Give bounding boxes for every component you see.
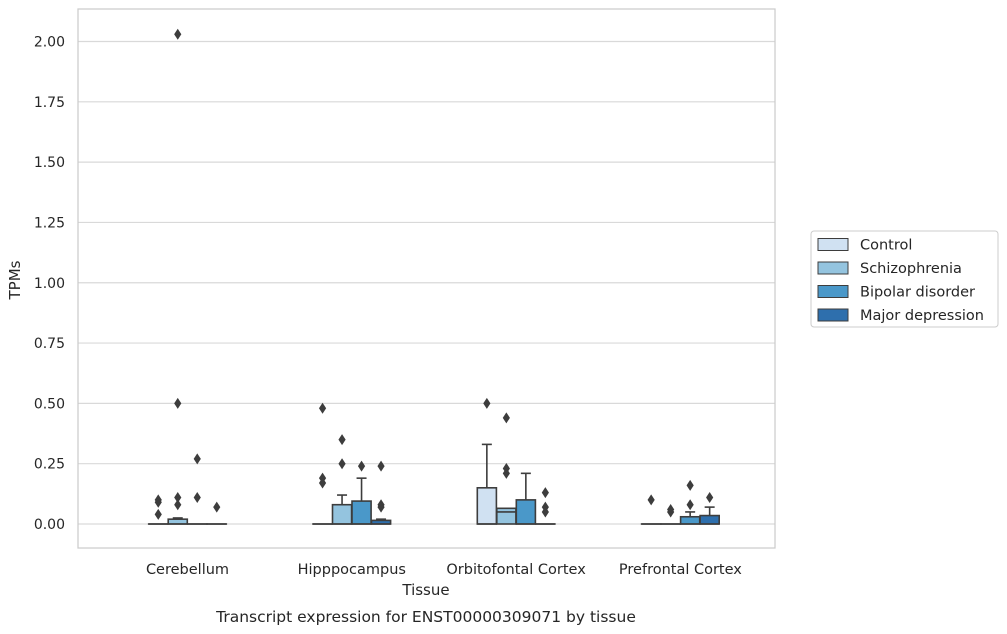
- outlier-point: [318, 402, 327, 414]
- x-tick-label: Prefrontal Cortex: [619, 562, 742, 578]
- outlier-point: [338, 434, 346, 446]
- y-axis-ticks: 0.00 0.25 0.50 0.75 1.00 1.25 1.50 1.75 2.00: [34, 35, 65, 534]
- outlier-point: [686, 499, 694, 511]
- box-bipolar-disorder: [186, 453, 208, 525]
- outlier-point: [174, 397, 182, 409]
- box-major-depression: [534, 487, 556, 525]
- box-major-depression: [699, 491, 720, 525]
- outlier-point: [706, 491, 714, 503]
- box-control: [147, 494, 169, 525]
- legend-swatch: [817, 261, 849, 275]
- box-major-depression: [206, 501, 228, 525]
- y-tick-label: 2.00: [34, 35, 65, 51]
- box-body: [351, 500, 372, 525]
- outlier-point: [686, 479, 694, 491]
- outlier-point: [647, 494, 655, 506]
- outlier-point: [154, 496, 162, 508]
- box-bipolar-disorder: [351, 460, 372, 525]
- outlier-point: [338, 458, 346, 470]
- legend-label: Major depression: [860, 308, 984, 324]
- y-tick-label: 0.50: [34, 396, 65, 412]
- box-body: [476, 487, 498, 525]
- y-tick-label: 1.75: [34, 95, 65, 111]
- box-control: [312, 402, 333, 525]
- outlier-point: [357, 460, 366, 472]
- chart-caption: Transcript expression for ENST0000030907…: [215, 608, 636, 626]
- outlier-point: [377, 460, 385, 472]
- x-tick-label: Cerebellum: [146, 562, 229, 578]
- legend-swatch: [817, 308, 849, 322]
- boxes: [147, 28, 720, 525]
- x-tick-label: Orbitofontal Cortex: [446, 562, 586, 578]
- y-tick-label: 1.00: [34, 276, 65, 292]
- outlier-point: [502, 467, 510, 479]
- legend-label: Bipolar disorder: [860, 285, 975, 301]
- box-bipolar-disorder: [515, 472, 537, 525]
- box-schizophrenia: [660, 504, 681, 525]
- outlier-point: [541, 487, 549, 499]
- outlier-point: [154, 508, 162, 520]
- y-tick-label: 1.50: [34, 155, 65, 171]
- outlier-point: [193, 453, 201, 465]
- outlier-point: [541, 506, 549, 518]
- y-axis-label: TPMs: [6, 260, 24, 300]
- box-body: [495, 507, 517, 525]
- legend-swatch: [817, 285, 849, 298]
- gridlines: [78, 40, 775, 525]
- legend-swatch: [817, 238, 849, 251]
- outlier-point: [483, 397, 491, 409]
- plot-area-frame: [77, 8, 776, 549]
- outlier-point: [318, 477, 327, 489]
- outlier-point: [174, 491, 182, 503]
- outlier-point: [502, 412, 510, 424]
- y-tick-label: 0.75: [34, 336, 65, 352]
- legend-frame: [810, 230, 999, 328]
- box-body: [699, 514, 720, 525]
- y-tick-label: 1.25: [34, 215, 65, 231]
- legend-label: Schizophrenia: [860, 261, 962, 277]
- box-control: [640, 494, 662, 525]
- x-tick-label: Hipppocampus: [298, 562, 406, 578]
- outlier-point: [174, 499, 182, 511]
- legend-label: Control: [860, 238, 912, 254]
- box-body: [331, 503, 353, 525]
- x-axis-label: Tissue: [401, 581, 449, 599]
- outlier-point: [377, 501, 385, 513]
- box-major-depression: [370, 460, 392, 525]
- box-schizophrenia: [331, 434, 353, 525]
- outlier-point: [193, 491, 201, 503]
- legend: Control Schizophrenia Bipolar disorder Majo…: [810, 230, 999, 328]
- x-axis-ticks: Cerebellum Hipppocampus Orbitofontal Corte…: [146, 562, 742, 578]
- y-tick-label: 0.00: [34, 517, 65, 533]
- outlier-point: [174, 28, 182, 40]
- y-tick-label: 0.25: [34, 457, 65, 473]
- outlier-point: [213, 501, 221, 513]
- box-body: [679, 515, 701, 525]
- outlier-point: [667, 506, 675, 518]
- box-bipolar-disorder: [679, 479, 701, 525]
- box-schizophrenia: [167, 28, 189, 525]
- box-schizophrenia: [495, 412, 517, 525]
- box-body: [515, 499, 537, 525]
- box-control: [476, 397, 498, 525]
